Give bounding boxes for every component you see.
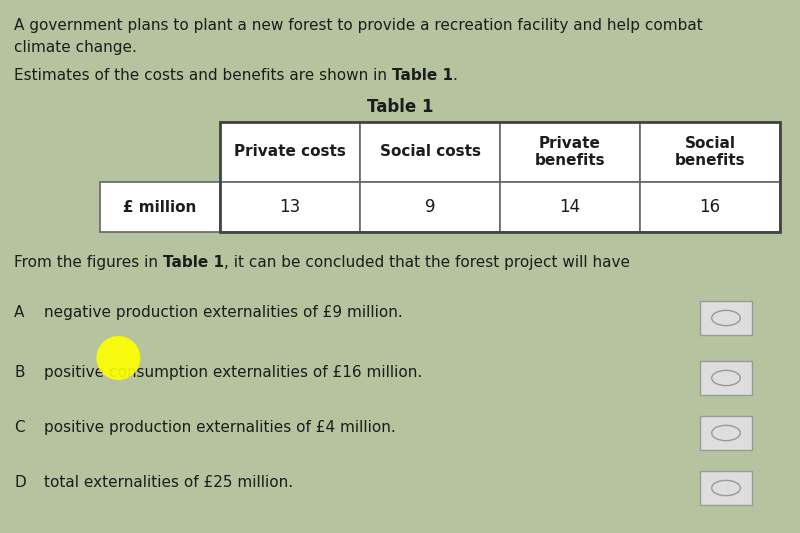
Text: A government plans to plant a new forest to provide a recreation facility and he: A government plans to plant a new forest… xyxy=(14,18,702,33)
Text: positive consumption externalities of £16 million.: positive consumption externalities of £1… xyxy=(44,365,422,380)
Text: Social costs: Social costs xyxy=(379,144,481,159)
Text: Private costs: Private costs xyxy=(234,144,346,159)
Text: A: A xyxy=(14,305,24,320)
Text: C: C xyxy=(14,420,25,435)
FancyBboxPatch shape xyxy=(700,471,752,505)
Text: positive production externalities of £4 million.: positive production externalities of £4 … xyxy=(44,420,396,435)
Text: 13: 13 xyxy=(279,198,301,216)
FancyBboxPatch shape xyxy=(500,182,640,232)
Text: negative production externalities of £9 million.: negative production externalities of £9 … xyxy=(44,305,402,320)
FancyBboxPatch shape xyxy=(640,122,780,182)
Text: , it can be concluded that the forest project will have: , it can be concluded that the forest pr… xyxy=(224,255,630,270)
FancyBboxPatch shape xyxy=(360,182,500,232)
FancyBboxPatch shape xyxy=(700,416,752,450)
FancyBboxPatch shape xyxy=(100,182,220,232)
Text: £ million: £ million xyxy=(123,199,197,214)
Text: Table 1: Table 1 xyxy=(163,255,224,270)
Text: 16: 16 xyxy=(699,198,721,216)
Text: B: B xyxy=(14,365,25,380)
Text: Social
benefits: Social benefits xyxy=(674,136,746,168)
Ellipse shape xyxy=(96,336,140,380)
Text: From the figures in: From the figures in xyxy=(14,255,163,270)
Text: total externalities of £25 million.: total externalities of £25 million. xyxy=(44,475,293,490)
Text: 14: 14 xyxy=(559,198,581,216)
FancyBboxPatch shape xyxy=(220,122,360,182)
Text: Private
benefits: Private benefits xyxy=(534,136,606,168)
Text: .: . xyxy=(453,68,458,83)
FancyBboxPatch shape xyxy=(500,122,640,182)
Text: Estimates of the costs and benefits are shown in: Estimates of the costs and benefits are … xyxy=(14,68,392,83)
Text: D: D xyxy=(14,475,26,490)
Text: climate change.: climate change. xyxy=(14,40,137,55)
FancyBboxPatch shape xyxy=(700,361,752,395)
FancyBboxPatch shape xyxy=(220,182,360,232)
Text: Table 1: Table 1 xyxy=(366,98,434,116)
FancyBboxPatch shape xyxy=(360,122,500,182)
Text: 9: 9 xyxy=(425,198,435,216)
FancyBboxPatch shape xyxy=(700,301,752,335)
FancyBboxPatch shape xyxy=(640,182,780,232)
Text: Table 1: Table 1 xyxy=(392,68,453,83)
